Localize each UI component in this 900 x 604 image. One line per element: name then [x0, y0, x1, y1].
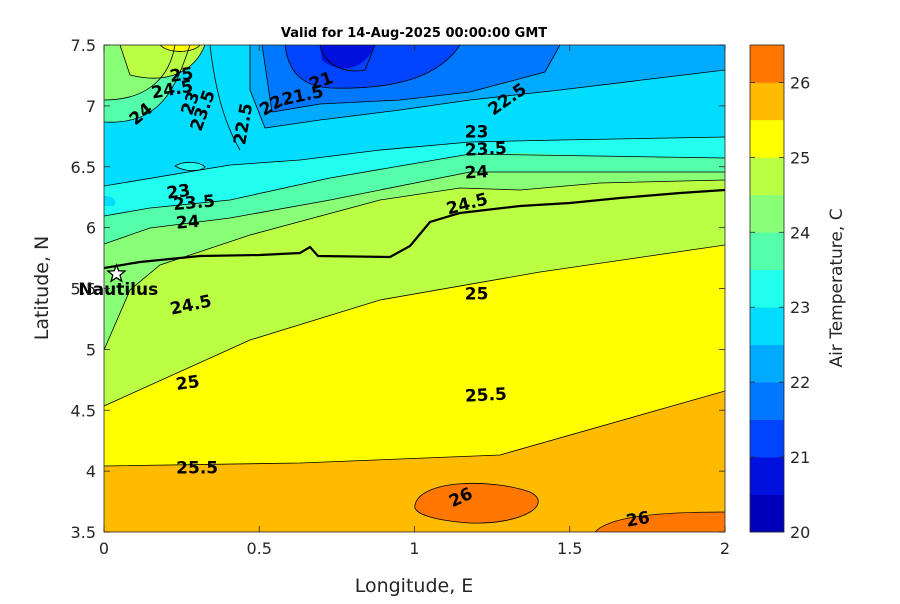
contour-line — [104, 153, 725, 217]
x-tick-label: 2 — [720, 539, 730, 558]
y-tick-label: 6 — [86, 219, 96, 238]
contour-line — [104, 390, 725, 467]
colorbar-tick-label: 25 — [790, 148, 810, 167]
contour-label: 25 — [175, 372, 201, 395]
colorbar-frame — [749, 44, 785, 533]
contour-line — [104, 244, 725, 407]
colorbar-tick-label: 26 — [790, 73, 810, 92]
band-23-23.5-west — [104, 196, 116, 206]
band-22.5-23-pocket — [175, 162, 205, 171]
contour-label: 24 — [175, 212, 200, 234]
colorbar: 20 21 22 23 24 25 26 — [749, 44, 810, 542]
colorbar-segment — [750, 457, 784, 495]
y-tick-label: 4 — [86, 462, 96, 481]
x-axis-label: Longitude, E — [355, 575, 474, 597]
contour-label: 25.5 — [176, 459, 218, 479]
contour-line — [261, 45, 561, 113]
colorbar-segment — [750, 494, 784, 533]
colorbar-segment — [750, 157, 784, 196]
colorbar-segment — [750, 419, 784, 458]
y-tick-label: 3.5 — [71, 523, 96, 542]
contour-label: 25 — [169, 64, 195, 87]
contour-line — [104, 171, 725, 245]
y-tick-label: 7 — [86, 97, 96, 116]
contour-line — [159, 45, 201, 52]
colorbar-segment — [750, 82, 784, 121]
y-axis-ticks: 3.5 4 4.5 5 5.5 6 6.5 7 7.5 — [71, 36, 725, 542]
x-tick-label: 0 — [99, 539, 109, 558]
contour-line — [104, 179, 725, 351]
colorbar-segment — [750, 194, 784, 233]
contour-fill — [104, 45, 725, 532]
contour-label: 23 — [465, 123, 489, 143]
colorbar-segment — [750, 232, 784, 271]
contour-label: 24 — [464, 162, 489, 184]
y-tick-label: 5.5 — [71, 280, 96, 299]
contour-line — [249, 45, 725, 129]
y-tick-label: 6.5 — [71, 158, 96, 177]
x-axis-ticks: 0 0.5 1 1.5 2 — [99, 45, 730, 558]
colorbar-segment — [750, 344, 784, 383]
colorbar-label: Air Temperature, C — [827, 208, 847, 367]
x-tick-label: 0.5 — [247, 539, 272, 558]
contour-line — [209, 45, 241, 151]
contour-label: 23.5 — [172, 191, 216, 215]
contour-line — [414, 482, 539, 524]
colorbar-segment — [750, 45, 784, 83]
band-26-26.5-corner — [595, 512, 725, 532]
colorbar-tick-label: 20 — [790, 523, 810, 542]
y-tick-label: 7.5 — [71, 36, 96, 55]
y-tick-label: 5 — [86, 340, 96, 359]
contour-label: 26 — [625, 508, 652, 532]
station-label: Nautilus — [78, 280, 158, 300]
star-icon — [106, 263, 127, 283]
colorbar-segment — [750, 269, 784, 308]
colorbar-segment — [750, 307, 784, 345]
colorbar-segment — [750, 382, 784, 420]
contour-line — [319, 45, 376, 72]
band-25.5-26 — [104, 391, 725, 532]
colorbar-tick-label: 23 — [790, 298, 810, 317]
colorbar-tick-label: 24 — [790, 223, 810, 242]
y-tick-label: 4.5 — [71, 401, 96, 420]
contour-line — [119, 45, 206, 79]
colorbar-segment — [750, 119, 784, 158]
coastline — [104, 188, 725, 270]
contour-line — [594, 511, 725, 532]
contour-line — [104, 45, 176, 101]
colorbar-tick-label: 22 — [790, 373, 810, 392]
contour-label: 25.5 — [464, 385, 507, 407]
x-tick-label: 1 — [409, 539, 419, 558]
contour-line — [104, 136, 725, 187]
chart-title: Valid for 14-Aug-2025 00:00:00 GMT — [281, 26, 547, 41]
contour-line — [174, 161, 206, 172]
contour-lines — [104, 45, 725, 532]
colorbar-tick-label: 21 — [790, 448, 810, 467]
contour-label: 25 — [465, 285, 489, 305]
band-26-26.5 — [414, 483, 539, 524]
band-20.5-21 — [320, 45, 375, 69]
y-axis-label: Latitude, N — [31, 236, 53, 341]
contour-line — [104, 45, 191, 123]
contour-label: 23.5 — [464, 139, 507, 161]
station-marker: Nautilus — [78, 263, 158, 300]
contour-line — [284, 45, 461, 89]
band-24.5-25-northwest — [120, 45, 205, 79]
contour-label: 23 — [165, 181, 191, 204]
band-25-25.5-northwest — [160, 45, 200, 52]
x-tick-label: 1.5 — [557, 539, 582, 558]
